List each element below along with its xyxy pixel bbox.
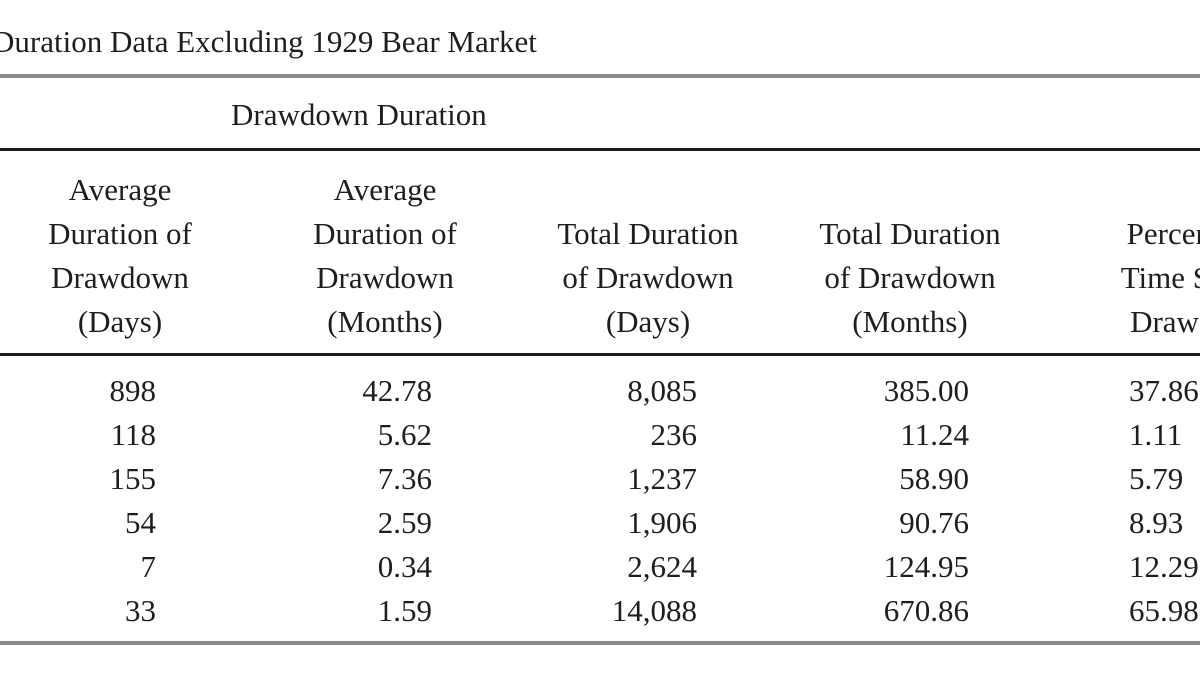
table-cell: 670.86 (883, 593, 969, 628)
column-header-total-days: Total Duration of Drawdown (Days) (528, 168, 768, 344)
table-row: 33 1.59 14,088 670.86 65.98 (0, 589, 1200, 633)
table-cell: 54 (125, 505, 156, 540)
table-row: 155 7.36 1,237 58.90 5.79 (0, 457, 1200, 501)
header-line: (Months) (327, 304, 443, 339)
table-title: Duration Data Excluding 1929 Bear Market (0, 24, 537, 59)
header-line (528, 168, 768, 212)
table-cell: 0.34 (377, 549, 432, 584)
header-top-rule (0, 148, 1200, 151)
table-cell: 14,088 (611, 593, 697, 628)
column-header-percentage: Percenta Time Spe Drawdo (1060, 168, 1200, 344)
header-line: Total Duration (819, 216, 1001, 251)
column-header-total-months: Total Duration of Drawdown (Months) (790, 168, 1030, 344)
table-cell: 155 (109, 461, 157, 496)
header-line: (Days) (605, 304, 691, 339)
header-line: Average (333, 172, 437, 207)
header-line: Drawdown (51, 260, 189, 295)
table-cell: 33 (125, 593, 156, 628)
table-row: 54 2.59 1,906 90.76 8.93 (0, 501, 1200, 545)
table-row: 7 0.34 2,624 124.95 12.29 (0, 545, 1200, 589)
header-line: Drawdo (1130, 304, 1200, 339)
table-cell: 1,237 (627, 461, 697, 496)
group-heading: Drawdown Duration (231, 97, 487, 132)
table-cell: 124.95 (883, 549, 969, 584)
table-cell: 898 (109, 373, 157, 408)
table-cell: 12.29 (1129, 549, 1199, 584)
header-line: of Drawdown (824, 260, 996, 295)
table-cell: 8,085 (627, 373, 697, 408)
table-cell: 7.36 (377, 461, 432, 496)
table-cell: 58.90 (899, 461, 969, 496)
table-cell: 90.76 (899, 505, 969, 540)
header-line: Total Duration (557, 216, 739, 251)
table-cell: 8.93 (1129, 505, 1184, 540)
table-cell: 5.79 (1129, 461, 1184, 496)
header-line: Drawdown (316, 260, 454, 295)
table-cell: 11.24 (900, 417, 969, 452)
column-header-avg-months: Average Duration of Drawdown (Months) (265, 168, 505, 344)
table-cell: 1.59 (377, 593, 432, 628)
header-line: Percenta (1126, 216, 1200, 251)
header-line: (Days) (77, 304, 163, 339)
top-rule (0, 74, 1200, 78)
header-bottom-rule (0, 353, 1200, 356)
header-line (790, 168, 1030, 212)
column-header-avg-days: Average Duration of Drawdown (Days) (0, 168, 240, 344)
table-row: 898 42.78 8,085 385.00 37.86 (0, 369, 1200, 413)
table-cell: 42.78 (362, 373, 432, 408)
table-cell: 7 (140, 549, 157, 584)
table-row: 118 5.62 236 11.24 1.11 (0, 413, 1200, 457)
header-line: Time Spe (1120, 260, 1200, 295)
table-cell: 118 (110, 417, 156, 452)
table-cell: 236 (650, 417, 698, 452)
header-line: (Months) (852, 304, 968, 339)
bottom-rule (0, 641, 1200, 645)
table-cell: 2,624 (627, 549, 697, 584)
table-cell: 385.00 (883, 373, 969, 408)
table-cell: 37.86 (1129, 373, 1199, 408)
table-cell: 1.11 (1129, 417, 1183, 452)
header-line: Average (68, 172, 172, 207)
header-line (1060, 168, 1200, 212)
table-cell: 2.59 (377, 505, 432, 540)
table-cell: 65.98 (1129, 593, 1199, 628)
table-cell: 5.62 (377, 417, 432, 452)
table-cell: 1,906 (627, 505, 697, 540)
header-line: of Drawdown (562, 260, 734, 295)
header-line: Duration of (48, 216, 192, 251)
header-line: Duration of (313, 216, 457, 251)
